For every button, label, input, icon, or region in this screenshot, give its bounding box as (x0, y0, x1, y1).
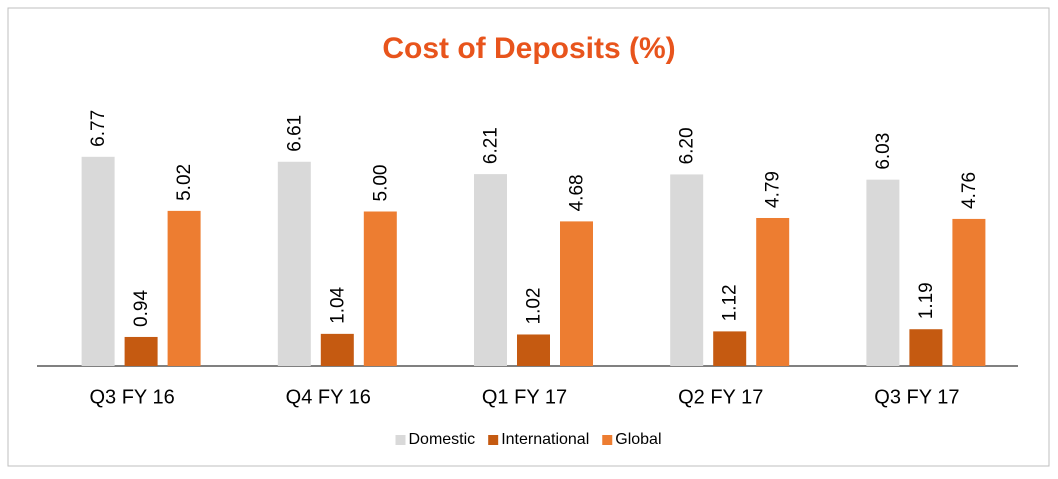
bar (277, 161, 311, 366)
value-label: 4.68 (567, 174, 588, 211)
value-label: 4.76 (959, 172, 980, 209)
value-label: 6.61 (284, 115, 305, 152)
chart-title: Cost of Deposits (%) (382, 32, 675, 65)
x-tick-label: Q2 FY 17 (678, 386, 763, 408)
value-label: 6.77 (88, 110, 109, 147)
bar (474, 174, 507, 366)
value-label: 6.03 (873, 133, 894, 170)
legend-label: International (501, 431, 589, 448)
legend-label: Global (615, 431, 661, 448)
bar (363, 211, 397, 366)
bar (909, 329, 943, 366)
value-label: 1.02 (524, 287, 545, 324)
value-label: 5.00 (370, 165, 391, 202)
value-label: 6.21 (481, 127, 502, 164)
x-tick-label: Q1 FY 17 (482, 386, 567, 408)
bar (670, 174, 704, 366)
value-label: 1.19 (916, 282, 937, 319)
value-label: 5.02 (174, 164, 195, 201)
bar (952, 218, 986, 366)
bar (713, 331, 747, 366)
legend-swatch (395, 435, 406, 445)
legend-label: Domestic (409, 431, 476, 448)
bar (560, 221, 593, 366)
bar (756, 217, 790, 366)
bar (124, 336, 158, 366)
value-label: 4.79 (763, 171, 784, 208)
legend-swatch (488, 435, 499, 445)
bar (866, 179, 900, 366)
value-label: 1.04 (327, 286, 348, 323)
value-label: 0.94 (131, 290, 152, 327)
x-tick-label: Q4 FY 16 (286, 386, 371, 408)
x-tick-label: Q3 FY 17 (874, 386, 959, 408)
bar (517, 334, 550, 366)
value-label: 6.20 (677, 127, 698, 164)
bar (167, 210, 201, 366)
bar (320, 333, 354, 366)
legend-swatch (602, 435, 613, 445)
value-label: 1.12 (720, 284, 741, 321)
bar (81, 156, 115, 366)
x-tick-label: Q3 FY 16 (89, 386, 174, 408)
